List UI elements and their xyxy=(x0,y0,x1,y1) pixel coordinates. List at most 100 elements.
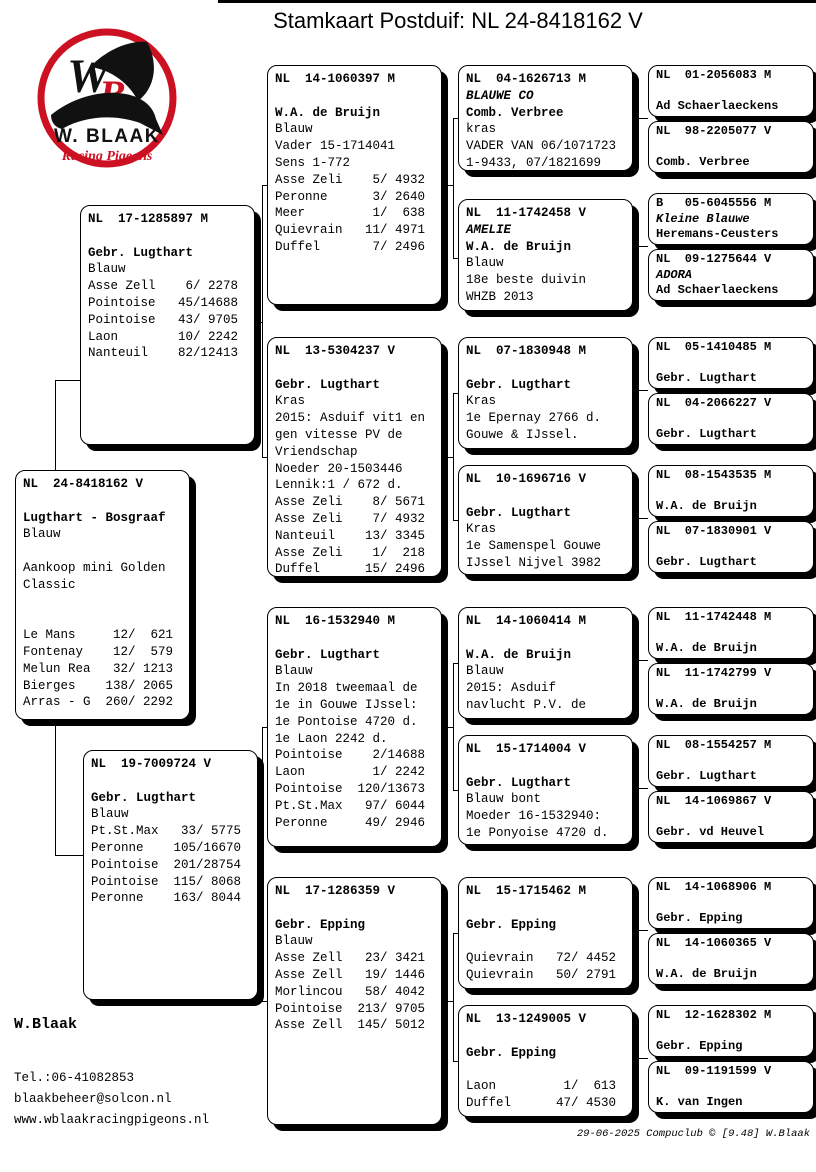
pigeon-box-g4-3: NL 07-1830948 M Gebr. Lugthart Kras 1e Epe… xyxy=(458,337,633,449)
fancier-name: Gebr. Epping xyxy=(466,917,557,932)
box-line: Blauw xyxy=(275,664,313,679)
box-line: 1e Pontoise 4720 d. xyxy=(275,714,418,729)
box-line: Asse Zeli 8/ 5671 xyxy=(275,495,426,510)
pigeon-box-subject: NL 24-8418162 V Lugthart - Bosgraaf Blauw… xyxy=(15,470,190,720)
box-line xyxy=(466,1061,632,1078)
box-line: Classic xyxy=(23,577,76,592)
pigeon-box-g4-8: NL 13-1249005 V Gebr. Epping Laon 1/ 613… xyxy=(458,1005,633,1117)
box-line: Lennik:1 / 672 d. xyxy=(275,478,403,493)
box-line xyxy=(656,626,813,642)
ring-number: NL 15-1715462 M xyxy=(466,884,587,898)
pigeon-box-g5-7: NL 08-1543535 M W.A. de Bruijn xyxy=(648,465,814,517)
ring-number: NL 08-1554257 M xyxy=(656,738,772,752)
box-line: Gouwe & IJssel. xyxy=(466,427,579,442)
fancier-name: W.A. de Bruijn xyxy=(656,499,757,513)
fancier-name: W.A. de Bruijn xyxy=(656,967,757,981)
box-line xyxy=(656,84,813,100)
box-line: Duffel 47/ 4530 xyxy=(466,1095,617,1110)
pigeon-box-g5-8: NL 07-1830901 V Gebr. Lugthart xyxy=(648,521,814,573)
box-line xyxy=(656,754,813,770)
box-line: 1e Epernay 2766 d. xyxy=(466,411,602,426)
pigeon-box-g4-6: NL 15-1714004 V Gebr. Lugthart Blauw bont… xyxy=(458,735,633,845)
pigeon-box-g5-11: NL 08-1554257 M Gebr. Lugthart xyxy=(648,735,814,787)
pigeon-box-g5-9: NL 11-1742448 M W.A. de Bruijn xyxy=(648,607,814,659)
pigeon-box-g3-4: NL 17-1286359 V Gebr. Epping Blauw Asse Ze… xyxy=(267,877,442,1125)
pigeon-name: ADORA xyxy=(656,267,693,282)
connector-line xyxy=(442,457,453,458)
logo-subtitle: Racing Pigeons xyxy=(61,149,153,164)
box-line: kras xyxy=(466,122,497,137)
connector-line xyxy=(262,457,267,458)
pigeon-box-g3-1: NL 14-1060397 M W.A. de Bruijn Blauw Vader… xyxy=(267,65,442,305)
box-line xyxy=(466,758,632,775)
print-info: 29-06-2025 Compuclub © [9.48] W.Blaak xyxy=(576,1128,810,1140)
connector-line xyxy=(453,933,458,934)
ring-number: NL 17-1285897 M xyxy=(88,212,209,226)
ring-number: NL 10-1696716 V xyxy=(466,472,587,486)
pigeon-name: BLAUWE CO xyxy=(466,88,534,103)
box-line: IJssel Nijvel 3982 xyxy=(466,555,602,570)
fancier-name: Heremans-Ceusters xyxy=(656,227,779,241)
ring-number: NL 16-1532940 M xyxy=(275,614,396,628)
connector-line xyxy=(453,258,458,259)
box-line: VADER VAN 06/1071723 xyxy=(466,139,617,154)
connector-line xyxy=(453,790,458,791)
box-line: Pointoise 120/13673 xyxy=(275,781,426,796)
connector-line xyxy=(55,380,80,381)
box-line: Asse Zell 145/ 5012 xyxy=(275,1018,426,1033)
box-line: Asse Zeli 1/ 218 xyxy=(275,545,426,560)
box-line: Blauw xyxy=(275,122,313,137)
ring-number: NL 19-7009724 V xyxy=(91,757,212,771)
ring-number: NL 07-1830948 M xyxy=(466,344,587,358)
box-line: Peronne 49/ 2946 xyxy=(275,815,426,830)
box-line: 1-9433, 07/1821699 xyxy=(466,155,602,170)
box-line xyxy=(23,543,189,560)
box-line: Peronne 105/16670 xyxy=(91,840,242,855)
box-line xyxy=(656,682,813,698)
contact-phone: Tel.:06-41082853 xyxy=(14,1071,135,1085)
box-line: Peronne 163/ 8044 xyxy=(91,891,242,906)
contact-website: www.wblaakracingpigeons.nl xyxy=(14,1113,210,1127)
box-line: Blauw xyxy=(91,807,129,822)
box-line xyxy=(466,630,632,647)
box-line: Pointoise 201/28754 xyxy=(91,857,242,872)
ring-number: NL 05-1410485 M xyxy=(656,340,772,354)
connector-line xyxy=(453,393,454,520)
box-line: Meer 1/ 638 xyxy=(275,206,426,221)
box-line xyxy=(91,773,257,790)
connector-line xyxy=(633,660,648,661)
box-line: Duffel 7/ 2496 xyxy=(275,239,426,254)
box-line xyxy=(656,356,813,372)
pigeon-box-g5-6: NL 04-2066227 V Gebr. Lugthart xyxy=(648,393,814,445)
connector-line xyxy=(453,663,458,664)
ring-number: NL 17-1286359 V xyxy=(275,884,396,898)
ring-number: NL 09-1191599 V xyxy=(656,1064,772,1078)
pigeon-box-g5-13: NL 14-1068906 M Gebr. Epping xyxy=(648,877,814,929)
ring-number: NL 01-2056083 M xyxy=(656,68,772,82)
fancier-name: Comb. Verbree xyxy=(656,155,750,169)
ring-number: NL 14-1068906 M xyxy=(656,880,772,894)
fancier-name: W.A. de Bruijn xyxy=(466,647,572,662)
pigeon-box-g5-10: NL 11-1742799 V W.A. de Bruijn xyxy=(648,663,814,715)
fancier-name: Gebr. Epping xyxy=(275,917,366,932)
box-line: WHZB 2013 xyxy=(466,289,534,304)
box-line xyxy=(656,896,813,912)
connector-line xyxy=(442,727,453,728)
fancier-name: Gebr. Lugthart xyxy=(656,769,757,783)
box-line: Asse Zell 19/ 1446 xyxy=(275,967,426,982)
ring-number: NL 13-5304237 V xyxy=(275,344,396,358)
connector-line xyxy=(633,1058,648,1059)
box-line: Pointoise 115/ 8068 xyxy=(91,874,242,889)
ring-number: NL 14-1069867 V xyxy=(656,794,772,808)
box-line: Le Mans 12/ 621 xyxy=(23,628,174,643)
box-line: Duffel 15/ 2496 xyxy=(275,562,426,577)
fancier-name: Gebr. Lugthart xyxy=(275,377,381,392)
box-line: Nanteuil 82/12413 xyxy=(88,346,239,361)
box-line xyxy=(466,1028,632,1045)
connector-line xyxy=(258,866,262,867)
box-line xyxy=(656,540,813,556)
connector-line xyxy=(633,788,648,789)
pigeon-box-sire: NL 17-1285897 M Gebr. Lugthart Blauw Asse … xyxy=(80,205,255,445)
ring-number: NL 12-1628302 M xyxy=(656,1008,772,1022)
